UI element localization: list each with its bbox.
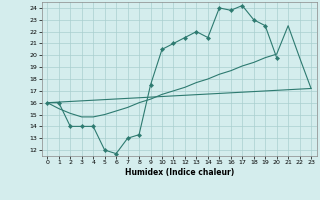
X-axis label: Humidex (Indice chaleur): Humidex (Indice chaleur) xyxy=(124,168,234,177)
